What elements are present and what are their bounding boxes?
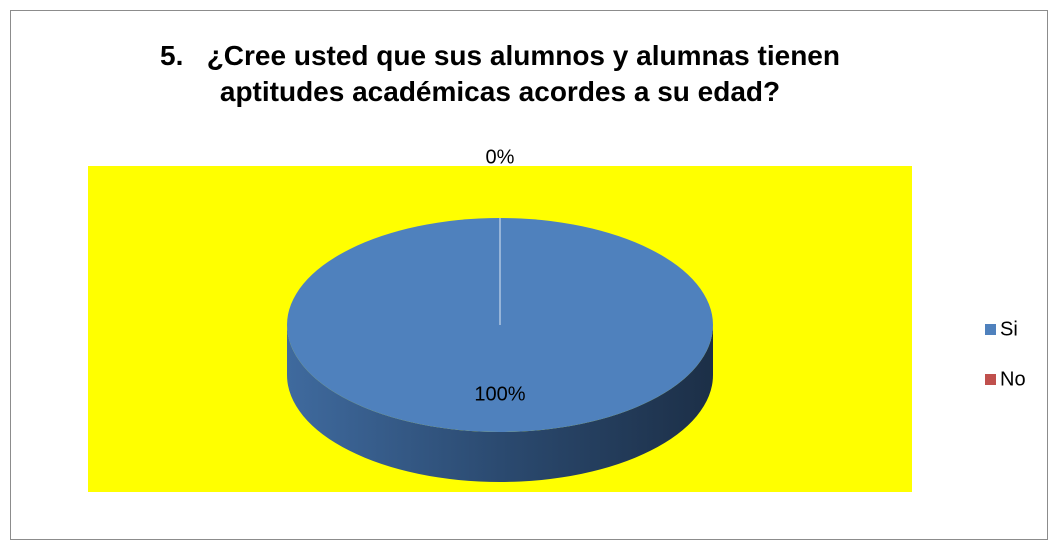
legend-swatch (985, 324, 996, 335)
data-label: 100% (474, 383, 525, 405)
legend-label: Si (1000, 318, 1018, 340)
chart-title: 5. ¿Cree usted que sus alumnos y alumnas… (160, 40, 848, 107)
data-label: 0% (486, 146, 515, 168)
pie-side (287, 325, 713, 482)
legend-swatch (985, 374, 996, 385)
legend-label: No (1000, 368, 1026, 390)
